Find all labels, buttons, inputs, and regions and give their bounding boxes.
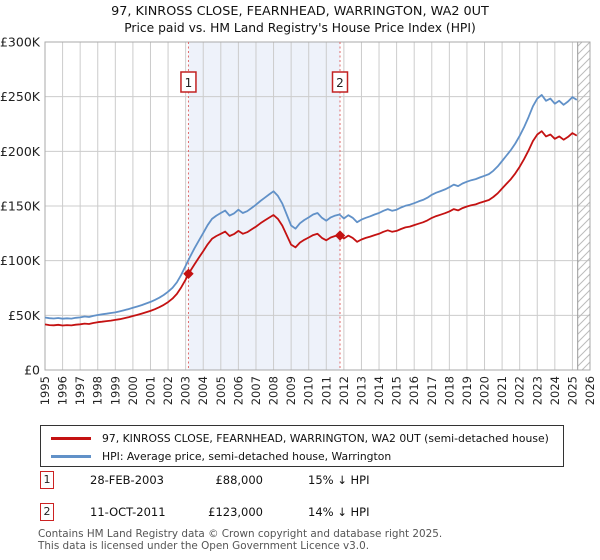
legend-item-hpi: HPI: Average price, semi-detached house,… bbox=[51, 447, 563, 465]
svg-text:2021: 2021 bbox=[495, 376, 509, 405]
legend-label-price-paid: 97, KINROSS CLOSE, FEARNHEAD, WARRINGTON… bbox=[102, 431, 549, 445]
svg-text:£150K: £150K bbox=[0, 199, 41, 214]
svg-text:2003: 2003 bbox=[179, 376, 193, 405]
transaction-2-vs-hpi: 14% ↓ HPI bbox=[308, 505, 370, 519]
legend-item-price-paid: 97, KINROSS CLOSE, FEARNHEAD, WARRINGTON… bbox=[51, 429, 563, 447]
transaction-2-number-badge: 2 bbox=[40, 503, 54, 521]
svg-text:2013: 2013 bbox=[354, 376, 368, 405]
hpi-line-swatch bbox=[51, 454, 91, 458]
svg-text:£200K: £200K bbox=[0, 144, 41, 159]
svg-text:2000: 2000 bbox=[126, 376, 140, 405]
svg-text:2001: 2001 bbox=[143, 376, 157, 405]
svg-text:2012: 2012 bbox=[337, 376, 351, 405]
y-axis-labels: £0 £50K £100K £150K £200K £250K £300K bbox=[0, 35, 41, 378]
svg-text:2: 2 bbox=[336, 76, 344, 90]
svg-text:2010: 2010 bbox=[302, 376, 316, 405]
svg-text:1997: 1997 bbox=[73, 376, 87, 405]
svg-text:2017: 2017 bbox=[425, 376, 439, 405]
svg-text:2007: 2007 bbox=[249, 376, 263, 405]
plot-border bbox=[44, 41, 591, 371]
sale-markers bbox=[183, 230, 346, 279]
transaction-1-vs-hpi: 15% ↓ HPI bbox=[308, 473, 370, 487]
svg-text:1: 1 bbox=[185, 76, 193, 90]
svg-text:2019: 2019 bbox=[460, 376, 474, 405]
svg-text:2006: 2006 bbox=[231, 376, 245, 405]
svg-text:1998: 1998 bbox=[91, 376, 105, 405]
chart-title: 97, KINROSS CLOSE, FEARNHEAD, WARRINGTON… bbox=[111, 4, 489, 19]
transaction-2-date: 11-OCT-2011 bbox=[90, 505, 166, 519]
svg-text:2023: 2023 bbox=[530, 376, 544, 405]
svg-text:£0: £0 bbox=[24, 363, 40, 378]
transaction-1-number-badge: 1 bbox=[40, 471, 54, 489]
svg-text:2016: 2016 bbox=[407, 376, 421, 405]
svg-text:2024: 2024 bbox=[548, 376, 562, 405]
svg-text:2026: 2026 bbox=[583, 376, 597, 405]
svg-text:2025: 2025 bbox=[565, 376, 579, 405]
svg-text:2022: 2022 bbox=[513, 376, 527, 405]
svg-text:2014: 2014 bbox=[372, 376, 386, 405]
transaction-row-1: 1 28-FEB-2003 £88,000 15% ↓ HPI bbox=[40, 471, 580, 491]
transaction-1-price: £88,000 bbox=[215, 473, 263, 487]
svg-text:1996: 1996 bbox=[56, 376, 70, 405]
svg-text:2005: 2005 bbox=[214, 376, 228, 405]
series-lines bbox=[44, 94, 578, 327]
x-axis-labels: 1995 1996 1997 1998 1999 2000 2001 2002 2003 2004… bbox=[38, 376, 597, 405]
footer-line-1: Contains HM Land Registry data © Crown c… bbox=[38, 528, 443, 540]
svg-text:2009: 2009 bbox=[284, 376, 298, 405]
legend-label-hpi: HPI: Average price, semi-detached house,… bbox=[102, 449, 392, 463]
legend: 97, KINROSS CLOSE, FEARNHEAD, WARRINGTON… bbox=[40, 425, 564, 467]
svg-text:2008: 2008 bbox=[267, 376, 281, 405]
chart-subtitle: Price paid vs. HM Land Registry's House … bbox=[124, 21, 476, 35]
svg-text:£250K: £250K bbox=[0, 89, 41, 104]
svg-text:2004: 2004 bbox=[196, 376, 210, 405]
svg-text:2002: 2002 bbox=[161, 376, 175, 405]
future-hatched-region bbox=[577, 42, 590, 370]
transaction-1-date: 28-FEB-2003 bbox=[90, 473, 164, 487]
sale-date-lines bbox=[187, 42, 341, 370]
svg-text:2018: 2018 bbox=[442, 376, 456, 405]
svg-text:1995: 1995 bbox=[38, 376, 52, 405]
transaction-2-price: £123,000 bbox=[208, 505, 263, 519]
license-footer: Contains HM Land Registry data © Crown c… bbox=[38, 528, 443, 552]
svg-text:£50K: £50K bbox=[8, 308, 41, 323]
svg-text:1999: 1999 bbox=[108, 376, 122, 405]
svg-text:2020: 2020 bbox=[478, 376, 492, 405]
svg-text:2011: 2011 bbox=[319, 376, 333, 405]
transaction-row-2: 2 11-OCT-2011 £123,000 14% ↓ HPI bbox=[40, 503, 580, 523]
svg-text:2015: 2015 bbox=[390, 376, 404, 405]
footer-line-2: This data is licensed under the Open Gov… bbox=[38, 539, 370, 552]
price-paid-line-swatch bbox=[51, 436, 91, 440]
svg-text:£300K: £300K bbox=[0, 35, 41, 50]
svg-text:£100K: £100K bbox=[0, 253, 41, 268]
